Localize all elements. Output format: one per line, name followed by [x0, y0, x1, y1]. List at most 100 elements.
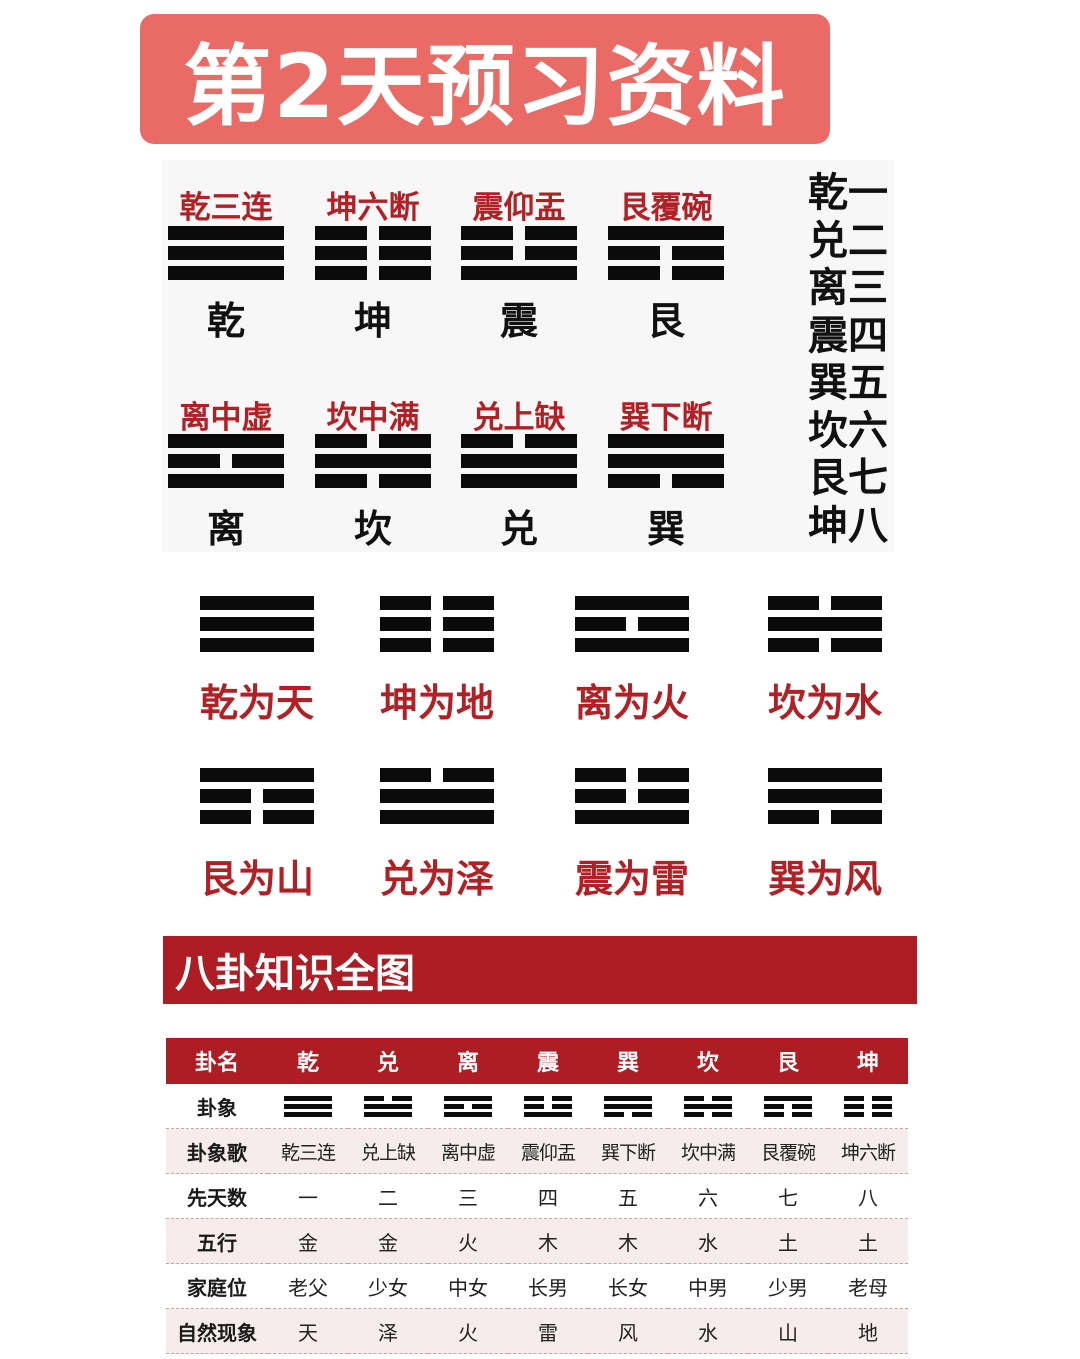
line-segment: [844, 1111, 865, 1117]
trigram-name: 艮: [646, 299, 685, 343]
table-cell: 老母: [828, 1263, 908, 1309]
nature-trigram-symbol: [200, 596, 314, 652]
line-segment: [200, 617, 314, 631]
line-segment: [380, 617, 432, 631]
line-segment: [671, 246, 724, 260]
table-cell: [428, 1084, 508, 1129]
line-segment: [684, 1103, 732, 1109]
row-label: 自然现象: [166, 1308, 268, 1354]
yang-line: [284, 1103, 332, 1109]
line-segment: [768, 617, 882, 631]
trigram-song-label: 离中虚: [179, 400, 273, 436]
table-cell: 长男: [508, 1263, 588, 1309]
line-segment: [551, 1095, 572, 1101]
table-cell: 山: [748, 1308, 828, 1354]
line-segment: [575, 789, 627, 803]
table-cell: 金: [348, 1218, 428, 1264]
line-segment: [524, 1095, 545, 1101]
line-segment: [168, 226, 284, 240]
trigram-song-label: 兑上缺: [472, 400, 566, 436]
yang-line: [364, 1103, 412, 1109]
trigram-mini-symbol: [364, 1093, 412, 1120]
line-segment: [284, 1111, 332, 1117]
line-segment: [200, 638, 314, 652]
xiantian-number-item: 乾一: [808, 170, 888, 216]
table-row: 先天数一二三四五六七八: [166, 1173, 908, 1219]
yang-line: [168, 266, 284, 280]
trigram-symbol: [461, 226, 577, 280]
table-cell: 中男: [668, 1263, 748, 1309]
line-segment: [671, 266, 724, 280]
line-segment: [608, 454, 724, 468]
yin-line: [200, 789, 314, 803]
yin-line: [315, 474, 431, 488]
table-cell: 六: [668, 1173, 748, 1219]
xiantian-number-item: 巽五: [808, 360, 888, 406]
yin-line: [200, 810, 314, 824]
trigram-mini-symbol: [684, 1093, 732, 1120]
yang-line: [444, 1111, 492, 1117]
table-header-trigram: 巽: [588, 1038, 668, 1084]
trigram-name: 离: [206, 507, 245, 551]
yin-line: [575, 768, 689, 782]
line-segment: [461, 246, 514, 260]
line-segment: [200, 596, 314, 610]
line-segment: [442, 638, 494, 652]
table-cell: 巽下断: [588, 1128, 668, 1174]
line-segment: [575, 768, 627, 782]
yang-line: [284, 1095, 332, 1101]
line-segment: [791, 1103, 812, 1109]
table-cell: 少男: [748, 1263, 828, 1309]
yin-line: [575, 789, 689, 803]
trigram-mini-symbol: [604, 1093, 652, 1120]
yin-line: [844, 1095, 892, 1101]
yang-line: [315, 454, 431, 468]
table-cell: 水: [668, 1308, 748, 1354]
line-segment: [604, 1103, 652, 1109]
yang-line: [608, 226, 724, 240]
line-segment: [315, 266, 368, 280]
yang-line: [461, 474, 577, 488]
yang-line: [380, 789, 494, 803]
nature-trigram-symbol: [575, 596, 689, 652]
trigram-mini-symbol: [764, 1093, 812, 1120]
line-segment: [168, 474, 284, 488]
table-cell: [748, 1084, 828, 1129]
line-segment: [284, 1103, 332, 1109]
yin-line: [524, 1095, 572, 1101]
xiantian-number-list: 乾一 兑二 离三 震四 巽五 坎六 艮七 坤八: [808, 170, 898, 550]
table-cell: 乾三连: [268, 1128, 348, 1174]
table-row: 自然现象天泽火雷风水山地: [166, 1308, 908, 1354]
yang-line: [284, 1111, 332, 1117]
nature-trigram-label: 艮为山: [199, 857, 314, 901]
table-row: 卦象: [166, 1084, 908, 1129]
table-header-trigram: 坤: [828, 1038, 908, 1084]
trigram-song-label: 坎中满: [326, 400, 420, 436]
line-segment: [768, 768, 882, 782]
line-segment: [378, 266, 431, 280]
yin-line: [168, 454, 284, 468]
line-segment: [444, 1095, 492, 1101]
line-segment: [315, 226, 368, 240]
table-cell: 兑上缺: [348, 1128, 428, 1174]
yin-line: [768, 596, 882, 610]
table-cell: 土: [748, 1218, 828, 1264]
yang-line: [444, 1095, 492, 1101]
yin-line: [844, 1103, 892, 1109]
line-segment: [364, 1111, 412, 1117]
yin-line: [684, 1095, 732, 1101]
yin-line: [444, 1103, 492, 1109]
trigram-symbol: [461, 434, 577, 488]
line-segment: [604, 1111, 625, 1117]
line-segment: [637, 617, 689, 631]
yin-line: [315, 246, 431, 260]
table-cell: 中女: [428, 1263, 508, 1309]
yin-line: [608, 474, 724, 488]
table-header-label: 卦名: [166, 1038, 268, 1084]
table-cell: [668, 1084, 748, 1129]
table-cell: [828, 1084, 908, 1129]
line-segment: [471, 1103, 492, 1109]
line-segment: [637, 768, 689, 782]
line-segment: [442, 596, 494, 610]
line-segment: [575, 617, 627, 631]
